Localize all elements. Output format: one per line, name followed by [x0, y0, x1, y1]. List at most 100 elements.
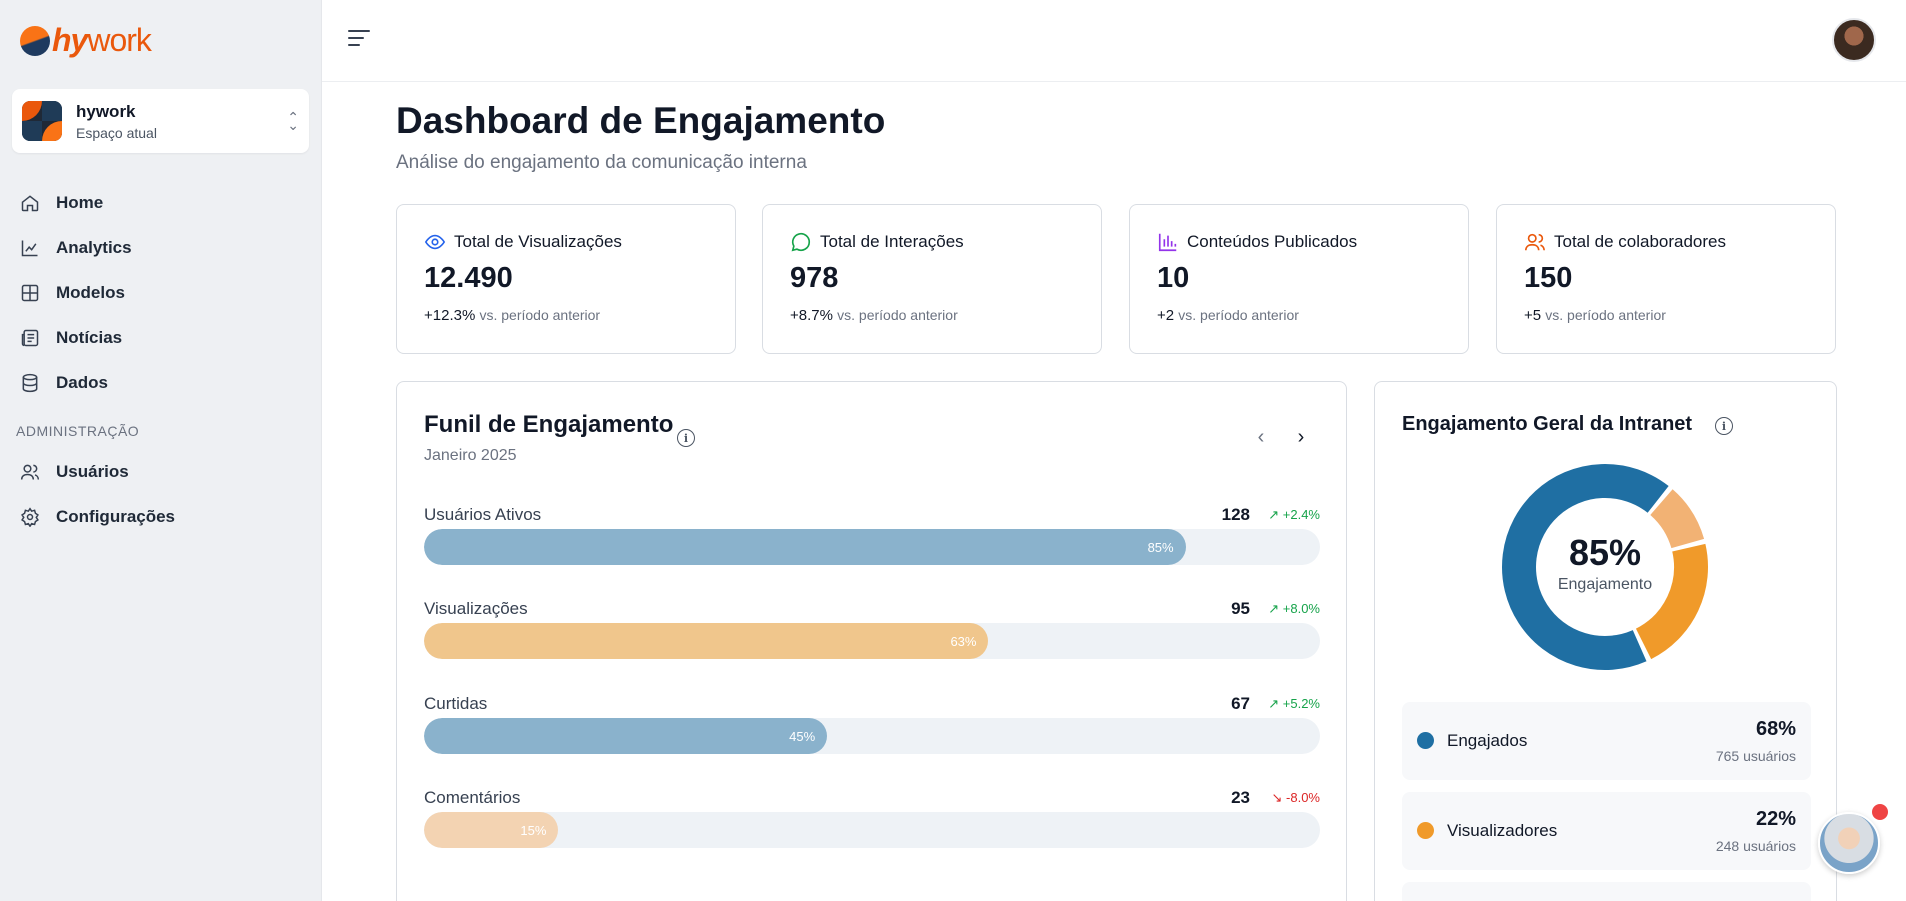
trend-up-icon: ↗ — [1268, 601, 1283, 616]
nav-item-dados[interactable]: Dados — [20, 360, 132, 405]
gear-icon — [21, 506, 39, 527]
space-avatar — [22, 101, 62, 141]
funnel-row-count: 95 — [1231, 599, 1250, 618]
funnel-row-trend: +5.2% — [1282, 696, 1320, 711]
funnel-bar-track: 63% — [424, 623, 1320, 659]
funnel-bar-label: 15% — [520, 822, 547, 838]
stat-label: Conteúdos Publicados — [1187, 232, 1358, 251]
nav-item-label: Notícias — [56, 327, 123, 347]
stat-card-collaborators: Total de colaboradores 150 +5 vs. períod… — [1496, 204, 1836, 354]
stat-vs: vs. período anterior — [1545, 307, 1666, 323]
engagement-card: Engajamento Geral da Intranet i 85% Enga… — [1374, 381, 1837, 901]
legend-item-engajados: Engajados 68% 765 usuários — [1402, 702, 1811, 780]
legend-item-visualizadores: Visualizadores 22% 248 usuários — [1402, 792, 1811, 870]
stat-value: 10 — [1157, 262, 1190, 294]
trend-up-icon: ↗ — [1268, 696, 1283, 711]
assistant-avatar-button[interactable] — [1818, 812, 1880, 874]
logo-prefix: hy — [52, 22, 88, 58]
funnel-bar-fill: 15% — [424, 812, 559, 848]
info-icon[interactable]: i — [677, 429, 695, 447]
stat-card-published: Conteúdos Publicados 10 +2 vs. período a… — [1129, 204, 1469, 354]
trend-down-icon: ↘ — [1271, 790, 1287, 805]
stat-label: Total de Visualizações — [454, 232, 622, 251]
eye-icon — [424, 234, 446, 250]
page-subtitle: Análise do engajamento da comunicação in… — [396, 152, 807, 173]
nav-item-label: Configurações — [56, 506, 176, 526]
funnel-row-count: 67 — [1231, 694, 1250, 713]
legend-name: Visualizadores — [1447, 821, 1558, 840]
nav-item-modelos[interactable]: Modelos — [20, 270, 132, 315]
legend-dot — [1417, 732, 1434, 749]
users-icon — [1525, 233, 1545, 251]
users-icon — [20, 464, 40, 480]
next-period-button[interactable]: › — [1297, 426, 1305, 448]
legend-pct: 22% — [1755, 808, 1796, 830]
stat-label: Total de colaboradores — [1554, 232, 1727, 251]
funnel-bar-fill: 45% — [424, 718, 828, 754]
message-circle-icon — [791, 232, 811, 252]
stat-delta: +2 — [1157, 307, 1175, 324]
previous-period-button[interactable]: ‹ — [1257, 426, 1265, 448]
stat-vs: vs. período anterior — [1178, 307, 1299, 323]
legend-dot — [1417, 822, 1434, 839]
trend-up-icon: ↗ — [1268, 507, 1283, 522]
chevron-updown-icon: ⌃ ⌄ — [287, 109, 299, 133]
funnel-row-trend: +8.0% — [1282, 601, 1320, 616]
grid-icon — [21, 284, 39, 301]
stat-delta: +8.7% — [790, 307, 833, 324]
funnel-row-trend: -8.0% — [1286, 790, 1320, 805]
admin-nav: Usuários Configurações — [20, 449, 175, 539]
logo-suffix: work — [87, 22, 152, 58]
menu-toggle-button[interactable] — [348, 30, 370, 50]
legend-name: Engajados — [1447, 731, 1528, 750]
donut-center-label: Engajamento — [1557, 576, 1653, 593]
stat-vs: vs. período anterior — [837, 307, 958, 323]
sidebar: hywork hywork Espaço atual ⌃ ⌄ Home Analy… — [0, 0, 322, 901]
funnel-card: Funil de Engajamento i Janeiro 2025 ‹ › … — [396, 381, 1347, 901]
donut-slice-other[interactable] — [1649, 489, 1705, 549]
nav-item-analytics[interactable]: Analytics — [20, 225, 132, 270]
nav-item-noticias[interactable]: Notícias — [20, 315, 132, 360]
donut-center-value: 85% — [1568, 532, 1642, 573]
legend-count: 765 usuários — [1715, 748, 1796, 764]
funnel-bar-label: 45% — [789, 728, 816, 744]
brand-logo[interactable]: hywork — [20, 22, 152, 59]
nav-item-usuarios[interactable]: Usuários — [20, 449, 175, 494]
funnel-bar-label: 85% — [1147, 539, 1174, 555]
main-nav: Home Analytics Modelos Notícias Dados — [20, 180, 132, 405]
nav-item-label: Analytics — [56, 237, 132, 257]
legend-count: 248 usuários — [1715, 838, 1796, 854]
donut-svg — [1502, 464, 1708, 670]
space-name: hywork — [76, 101, 136, 121]
stat-delta: +12.3% — [424, 307, 476, 324]
donut-slice-visualizadores[interactable] — [1635, 543, 1708, 660]
home-icon — [21, 194, 39, 211]
funnel-title: Funil de Engajamento — [424, 411, 674, 438]
space-subtitle: Espaço atual — [76, 124, 157, 141]
database-icon — [22, 373, 38, 392]
info-icon[interactable]: i — [1715, 417, 1733, 435]
funnel-bar-track: 45% — [424, 718, 1320, 754]
bar-chart-icon — [1158, 233, 1177, 252]
funnel-period: Janeiro 2025 — [424, 447, 517, 464]
notification-dot — [1872, 804, 1888, 820]
nav-item-label: Modelos — [56, 282, 125, 302]
funnel-row-label: Curtidas — [424, 694, 488, 713]
donut-slice-engajados[interactable] — [1502, 464, 1669, 670]
nav-item-configuracoes[interactable]: Configurações — [20, 494, 175, 539]
space-switcher[interactable]: hywork Espaço atual ⌃ ⌄ — [12, 89, 309, 153]
funnel-row-trend: +2.4% — [1282, 507, 1320, 522]
funnel-bar-track: 85% — [424, 529, 1320, 565]
user-avatar[interactable] — [1832, 18, 1876, 62]
topbar — [322, 0, 1906, 82]
stat-vs: vs. período anterior — [479, 307, 601, 323]
funnel-bar-label: 63% — [950, 633, 977, 649]
stat-label: Total de Interações — [820, 232, 964, 251]
nav-item-home[interactable]: Home — [20, 180, 132, 225]
funnel-bar-track: 15% — [424, 812, 1320, 848]
nav-item-label: Usuários — [56, 461, 129, 481]
stat-value: 150 — [1524, 262, 1573, 294]
stat-value: 978 — [790, 262, 839, 294]
stat-value: 12.490 — [424, 262, 513, 294]
logo-mark-icon — [20, 25, 50, 56]
